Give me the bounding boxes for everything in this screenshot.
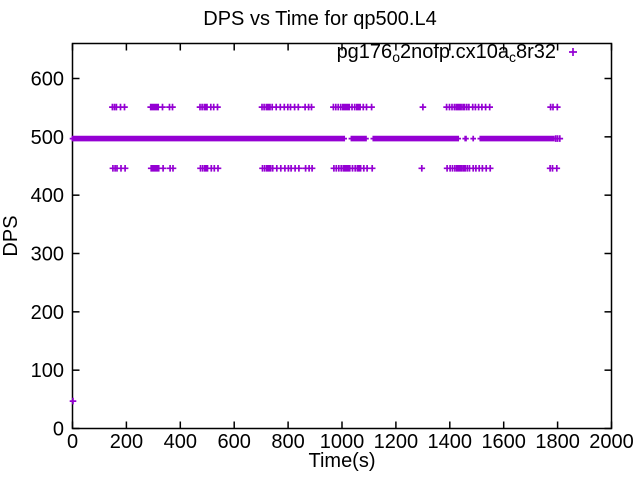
lower-band-markers: [109, 165, 561, 172]
y-tick-label: 0: [53, 419, 64, 441]
x-tick-label: 2000: [589, 431, 634, 453]
x-tick-label: 1200: [374, 431, 419, 453]
x-tick-label: 1800: [535, 431, 580, 453]
x-tick-label: 200: [110, 431, 143, 453]
isolated-markers: [69, 135, 564, 405]
plot-border: [71, 42, 613, 430]
x-tick-label: 400: [164, 431, 197, 453]
x-tick-label: 0: [67, 431, 78, 453]
x-tick-label: 800: [271, 431, 304, 453]
x-tick-label: 1000: [320, 431, 365, 453]
series-markers: [69, 103, 564, 405]
y-tick-label: 200: [31, 302, 64, 324]
x-tick-label: 600: [218, 431, 251, 453]
y-tick-label: 300: [31, 244, 64, 266]
y-tick-label: 500: [31, 127, 64, 149]
y-tick-label: 400: [31, 185, 64, 207]
legend: pg176o2nofp.cx10ac8r32: [337, 41, 577, 65]
x-axis-label: Time(s): [308, 450, 375, 472]
x-tick-label: 1400: [428, 431, 473, 453]
legend-label: pg176o2nofp.cx10ac8r32: [337, 41, 556, 65]
y-axis-ticks: 0 100 200 300 400 500 600: [31, 69, 612, 441]
x-axis-ticks: 0 200 400 600 800 1000 1200 1400 1600 1800 2000: [67, 43, 634, 453]
legend-marker-icon: [569, 48, 577, 56]
upper-band-markers: [109, 103, 561, 111]
plot-border-rect: [71, 42, 613, 430]
chart-title: DPS vs Time for qp500.L4: [203, 8, 436, 30]
y-axis-label: DPS: [0, 215, 22, 256]
y-tick-label: 100: [31, 360, 64, 382]
dense-band-markers: [69, 135, 557, 142]
y-tick-label: 600: [31, 69, 64, 91]
x-tick-label: 1600: [481, 431, 526, 453]
